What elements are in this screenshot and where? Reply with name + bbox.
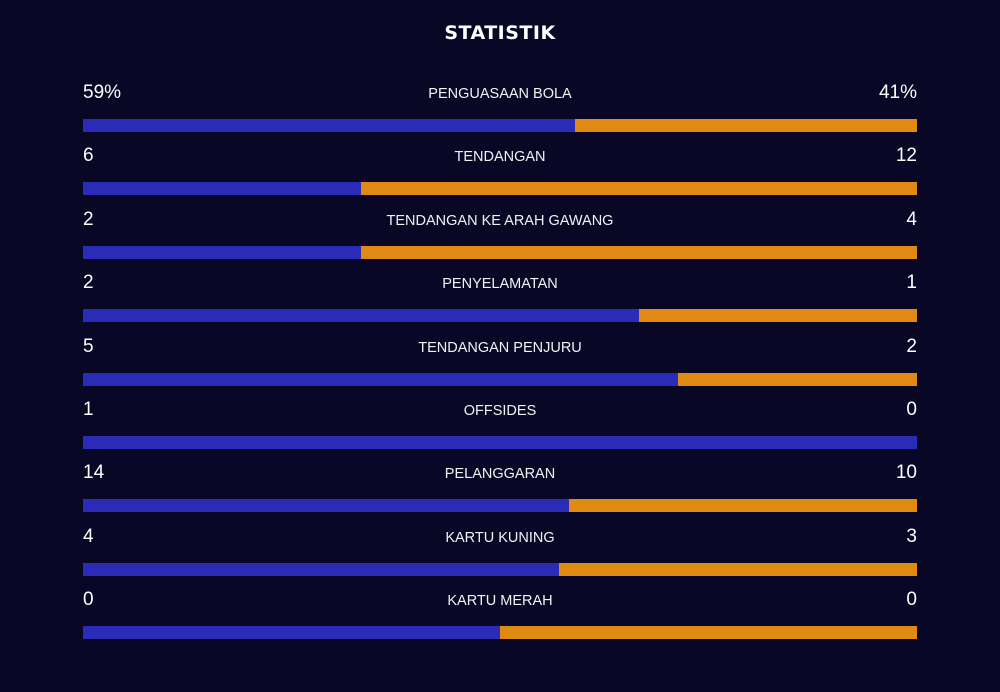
away-value: 1: [906, 272, 917, 294]
away-value: 3: [906, 525, 917, 547]
stat-label: TENDANGAN: [454, 149, 546, 166]
home-bar-segment: [83, 499, 570, 513]
away-bar-segment: [559, 562, 917, 576]
home-bar-segment: [83, 562, 560, 576]
stats-title: STATISTIK: [444, 22, 556, 44]
away-bar-segment: [360, 245, 917, 259]
home-bar-segment: [83, 309, 640, 323]
away-bar-segment: [678, 372, 917, 386]
stat-label: KARTU KUNING: [445, 529, 555, 546]
away-value: 12: [895, 145, 917, 167]
comparison-bar: [83, 372, 917, 386]
home-bar-segment: [83, 435, 917, 449]
stat-label: KARTU MERAH: [447, 593, 553, 610]
comparison-bar: [83, 562, 917, 576]
home-bar-segment: [83, 372, 679, 386]
home-value: 2: [83, 272, 94, 294]
comparison-bar: [83, 309, 917, 323]
away-bar-segment: [639, 309, 917, 323]
stat-row-saves: 2 PENYELAMATAN 1: [83, 270, 917, 333]
comparison-bar: [83, 245, 917, 259]
home-value: 4: [83, 525, 94, 547]
home-value: 6: [83, 145, 94, 167]
stat-row-red-cards: 0 KARTU MERAH 0: [83, 587, 917, 650]
comparison-bar: [83, 182, 917, 196]
home-value: 0: [83, 589, 94, 611]
stat-label: PENGUASAAN BOLA: [428, 86, 572, 102]
stats-list: 59% PENGUASAAN BOLA 41% 6 TENDANGAN 12 2…: [83, 80, 917, 651]
stat-row-corners: 5 TENDANGAN PENJURU 2: [83, 334, 917, 397]
away-bar-segment: [575, 119, 917, 132]
home-bar-segment: [83, 119, 576, 132]
away-value: 0: [906, 398, 917, 420]
comparison-bar: [83, 435, 917, 449]
away-value: 4: [906, 208, 917, 230]
stat-row-shots-on-target: 2 TENDANGAN KE ARAH GAWANG 4: [83, 207, 917, 270]
stat-row-possession: 59% PENGUASAAN BOLA 41%: [83, 80, 917, 143]
stat-row-offsides: 1 OFFSIDES 0: [83, 397, 917, 460]
stat-row-yellow-cards: 4 KARTU KUNING 3: [83, 524, 917, 587]
away-value: 10: [895, 462, 917, 484]
away-value: 2: [906, 335, 917, 357]
comparison-bar: [83, 499, 917, 513]
home-value: 14: [83, 462, 105, 484]
home-value: 1: [83, 398, 94, 420]
away-bar-segment: [500, 626, 917, 640]
home-bar-segment: [83, 626, 500, 640]
stat-label: TENDANGAN PENJURU: [418, 339, 582, 356]
home-value: 59%: [83, 82, 122, 103]
home-bar-segment: [83, 182, 361, 196]
comparison-bar: [83, 626, 917, 640]
away-value: 41%: [878, 82, 917, 103]
stat-label: PELANGGARAN: [444, 466, 556, 483]
home-value: 2: [83, 208, 94, 230]
comparison-bar: [83, 119, 917, 132]
stat-label: TENDANGAN KE ARAH GAWANG: [386, 212, 614, 229]
stat-label: OFFSIDES: [463, 402, 537, 419]
away-bar-segment: [569, 499, 917, 513]
stat-row-shots: 6 TENDANGAN 12: [83, 143, 917, 206]
away-value: 0: [906, 589, 917, 611]
stat-label: PENYELAMATAN: [442, 276, 558, 293]
home-bar-segment: [83, 245, 361, 259]
home-value: 5: [83, 335, 94, 357]
stat-row-fouls: 14 PELANGGARAN 10: [83, 460, 917, 523]
away-bar-segment: [360, 182, 917, 196]
